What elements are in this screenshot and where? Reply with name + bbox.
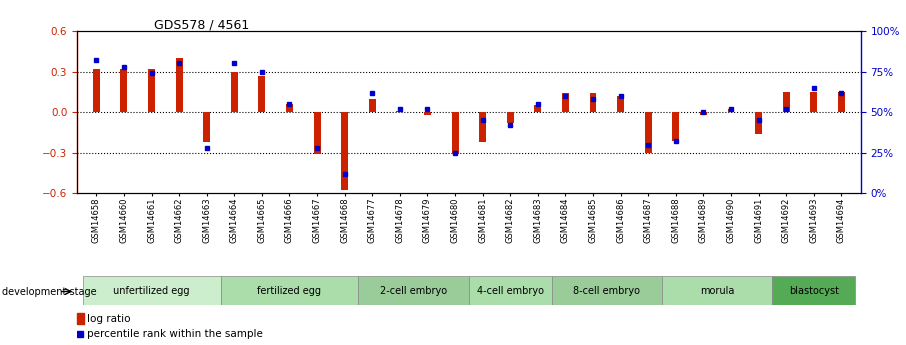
Text: percentile rank within the sample: percentile rank within the sample [87, 329, 263, 339]
Bar [148, 69, 155, 112]
Bar [451, 112, 458, 154]
Bar [838, 92, 844, 112]
Bar [479, 112, 487, 142]
Bar [506, 112, 514, 123]
Bar [617, 96, 624, 112]
Text: fertilized egg: fertilized egg [257, 286, 322, 296]
Bar [369, 99, 376, 112]
Bar [258, 76, 265, 112]
Bar [552, 276, 662, 305]
Text: 8-cell embryo: 8-cell embryo [573, 286, 641, 296]
Bar [700, 112, 707, 115]
Bar [120, 69, 128, 112]
Bar [773, 276, 855, 305]
Text: log ratio: log ratio [87, 314, 130, 324]
Bar [783, 92, 790, 112]
Bar [286, 104, 293, 112]
Text: GDS578 / 4561: GDS578 / 4561 [154, 19, 249, 32]
Bar [755, 112, 762, 134]
Bar [359, 276, 469, 305]
Bar [810, 92, 817, 112]
Text: morula: morula [700, 286, 735, 296]
Text: blastocyst: blastocyst [789, 286, 839, 296]
Bar [93, 69, 100, 112]
Text: 2-cell embryo: 2-cell embryo [381, 286, 448, 296]
Bar [662, 276, 773, 305]
Text: unfertilized egg: unfertilized egg [113, 286, 189, 296]
Bar [562, 93, 569, 112]
Text: development stage: development stage [2, 287, 96, 296]
Bar [397, 111, 403, 112]
Bar [82, 276, 220, 305]
Bar [220, 276, 359, 305]
Bar [469, 276, 552, 305]
Bar [590, 93, 596, 112]
Bar [231, 71, 237, 112]
Bar [313, 112, 321, 154]
Bar [77, 313, 84, 324]
Text: 4-cell embryo: 4-cell embryo [477, 286, 544, 296]
Bar [728, 109, 735, 112]
Bar [176, 58, 183, 112]
Bar [672, 112, 680, 140]
Bar [535, 105, 541, 112]
Bar [645, 112, 651, 152]
Bar [342, 112, 348, 190]
Bar [424, 112, 431, 115]
Bar [203, 112, 210, 142]
